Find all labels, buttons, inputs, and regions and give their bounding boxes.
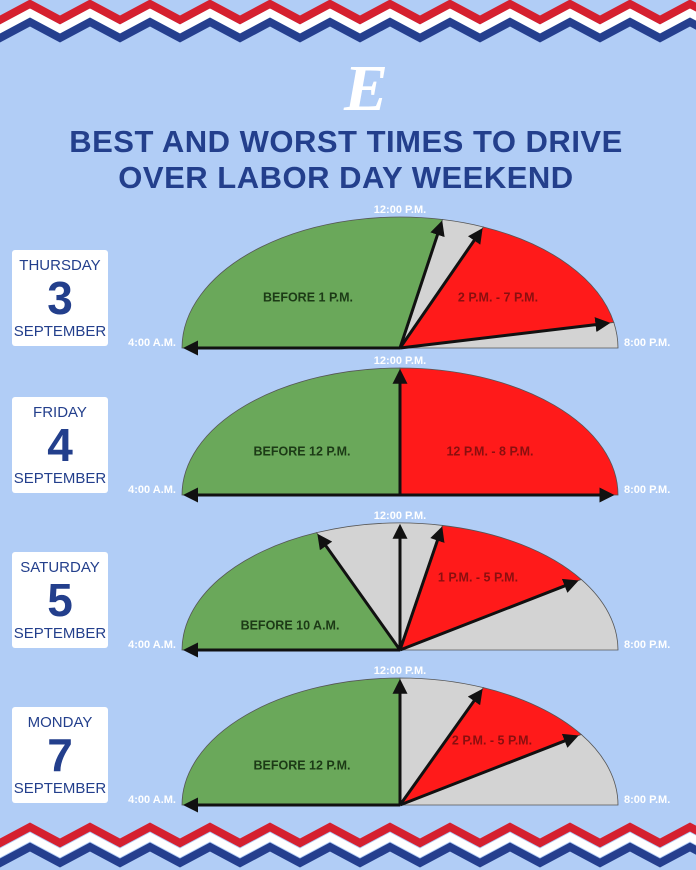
logo: E bbox=[343, 52, 388, 125]
time-arrow bbox=[398, 228, 483, 349]
time-sector bbox=[181, 367, 401, 496]
weekday: SATURDAY bbox=[20, 559, 99, 576]
time-arrow bbox=[317, 533, 402, 651]
time-label: 4:00 A.M. bbox=[128, 794, 176, 806]
time-sector bbox=[181, 532, 401, 651]
time-arrow bbox=[398, 688, 483, 806]
time-label: 8:00 P.M. bbox=[624, 484, 670, 496]
time-sector bbox=[399, 525, 583, 651]
time-arrow bbox=[399, 317, 611, 350]
day-dial: BEFORE 12 P.M. 12 P.M. - 8 P.M. 4:00 A.M. 1… bbox=[12, 355, 670, 503]
day-number: 7 bbox=[47, 729, 73, 781]
date-card bbox=[12, 397, 108, 493]
time-label: 4:00 A.M. bbox=[128, 639, 176, 651]
zigzag bbox=[0, 842, 696, 868]
worst-label: 2 P.M. - 5 P.M. bbox=[452, 733, 532, 747]
time-arrow bbox=[399, 733, 579, 807]
time-sector bbox=[181, 677, 401, 806]
time-label: 8:00 P.M. bbox=[624, 337, 670, 349]
title-line: OVER LABOR DAY WEEKEND bbox=[118, 160, 573, 195]
month: SEPTEMBER bbox=[14, 625, 107, 642]
time-label: 12:00 P.M. bbox=[374, 355, 426, 367]
worst-label: 1 P.M. - 5 P.M. bbox=[438, 570, 518, 584]
time-sector bbox=[398, 687, 583, 806]
title-line: BEST AND WORST TIMES TO DRIVE bbox=[69, 124, 623, 159]
best-label: BEFORE 12 P.M. bbox=[253, 444, 350, 458]
time-arrow bbox=[398, 526, 445, 651]
date-card bbox=[12, 552, 108, 648]
time-label: 4:00 A.M. bbox=[128, 484, 176, 496]
zigzag bbox=[0, 832, 696, 858]
day-number: 3 bbox=[47, 272, 73, 324]
worst-label: 12 P.M. - 8 P.M. bbox=[446, 444, 533, 458]
best-label: BEFORE 1 P.M. bbox=[263, 290, 353, 304]
day-dial: BEFORE 1 P.M. 2 P.M. - 7 P.M. 4:00 A.M. 12:… bbox=[12, 204, 670, 356]
weekday: THURSDAY bbox=[19, 257, 100, 274]
days: BEFORE 1 P.M. 2 P.M. - 7 P.M. 4:00 A.M. 12:… bbox=[12, 204, 670, 813]
zigzag bbox=[0, 822, 696, 848]
time-label: 8:00 P.M. bbox=[624, 639, 670, 651]
time-sector bbox=[399, 226, 615, 349]
zigzag bbox=[0, 17, 696, 43]
month: SEPTEMBER bbox=[14, 470, 107, 487]
time-sector bbox=[399, 578, 619, 651]
day-dial: BEFORE 10 A.M. 1 P.M. - 5 P.M. 4:00 A.M. 12… bbox=[12, 510, 670, 658]
time-label: 12:00 P.M. bbox=[374, 204, 426, 216]
time-sector bbox=[399, 367, 619, 496]
date-card bbox=[12, 707, 108, 803]
weekday: FRIDAY bbox=[33, 404, 87, 421]
month: SEPTEMBER bbox=[14, 780, 107, 797]
day-number: 4 bbox=[47, 419, 73, 471]
time-sector bbox=[181, 216, 444, 349]
time-sector bbox=[315, 522, 444, 651]
best-label: BEFORE 12 P.M. bbox=[253, 758, 350, 772]
time-label: 8:00 P.M. bbox=[624, 794, 670, 806]
zigzag bbox=[0, 8, 696, 34]
date-card bbox=[12, 250, 108, 346]
time-label: 12:00 P.M. bbox=[374, 510, 426, 522]
time-label: 4:00 A.M. bbox=[128, 337, 176, 349]
day-number: 5 bbox=[47, 574, 73, 626]
best-label: BEFORE 10 A.M. bbox=[241, 618, 340, 632]
time-arrow bbox=[398, 220, 445, 349]
day-dial: BEFORE 12 P.M. 2 P.M. - 5 P.M. 4:00 A.M. 12… bbox=[12, 665, 670, 813]
time-label: 12:00 P.M. bbox=[374, 665, 426, 677]
time-sector bbox=[399, 733, 619, 806]
month: SEPTEMBER bbox=[14, 323, 107, 340]
worst-label: 2 P.M. - 7 P.M. bbox=[458, 290, 538, 304]
time-arrow bbox=[399, 578, 579, 652]
zigzag bbox=[0, 0, 696, 25]
weekday: MONDAY bbox=[28, 714, 93, 731]
